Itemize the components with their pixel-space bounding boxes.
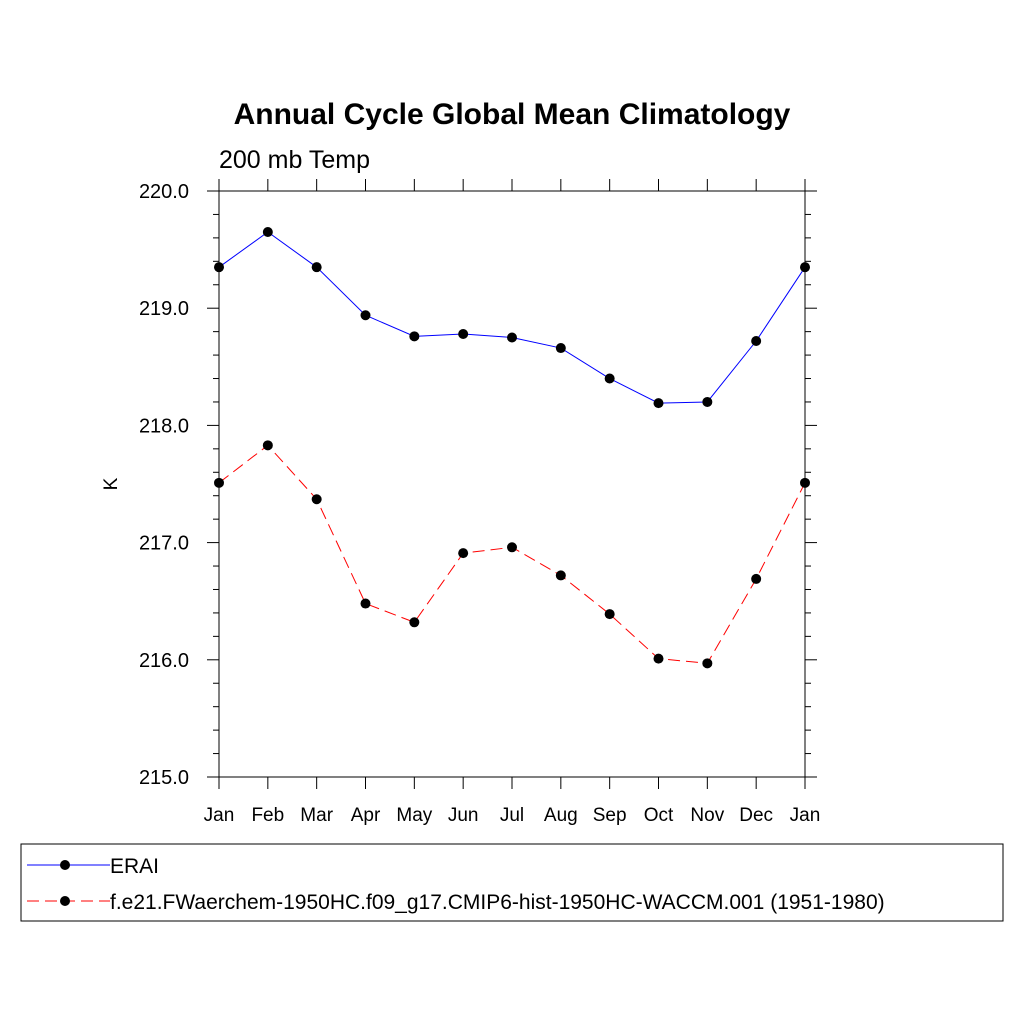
x-tick-label: Jan: [790, 805, 821, 826]
plot-frame: [218, 190, 806, 778]
y-tick-label: 216.0: [139, 650, 189, 672]
data-point-series-2: [409, 617, 420, 628]
y-tick-label: 220.0: [139, 181, 189, 203]
data-point-series-1: [214, 262, 224, 273]
data-point-series-1: [800, 262, 810, 273]
x-tick-label: Apr: [351, 805, 381, 826]
series-line-1: [218, 231, 806, 404]
legend: ERAI f.e21.FWaerchem-1950HC.f09_g17.CMIP6…: [27, 855, 885, 914]
y-tick-label: 215.0: [139, 767, 189, 789]
data-point-series-2: [507, 542, 517, 553]
data-point-series-2: [311, 494, 322, 505]
series-line-2: [218, 444, 806, 664]
data-point-series-1: [458, 328, 469, 339]
data-point-series-1: [262, 227, 273, 238]
y-tick-label: 219.0: [139, 298, 189, 320]
x-tick-label: Jan: [204, 805, 235, 826]
x-tick-label: Jun: [448, 805, 479, 826]
x-tick-label: Feb: [251, 805, 284, 826]
legend-label-1: ERAI: [110, 855, 159, 878]
data-point-series-2: [604, 609, 615, 620]
y-tick-label: 217.0: [139, 533, 189, 555]
legend-marker-1: [60, 860, 70, 870]
data-point-series-2: [458, 548, 469, 559]
data-point-series-1: [507, 332, 517, 343]
x-tick-label: Oct: [644, 805, 674, 826]
data-point-series-1: [604, 373, 615, 384]
legend-box: [20, 843, 1004, 922]
data-point-series-2: [360, 598, 371, 609]
chart-title: Annual Cycle Global Mean Climatology: [234, 98, 791, 131]
data-point-series-1: [751, 336, 762, 347]
data-point-series-1: [653, 398, 664, 409]
data-point-series-2: [653, 653, 664, 664]
x-tick-label: May: [396, 805, 432, 826]
data-point-series-2: [262, 440, 273, 451]
y-tick-label: 218.0: [139, 415, 189, 437]
y-axis-label: K: [101, 477, 122, 490]
data-point-series-1: [409, 331, 420, 342]
data-point-series-1: [702, 396, 713, 407]
data-point-series-2: [702, 658, 713, 669]
legend-label-2: f.e21.FWaerchem-1950HC.f09_g17.CMIP6-his…: [110, 891, 885, 914]
data-point-series-1: [360, 310, 371, 321]
data-point-series-2: [555, 570, 566, 581]
series-lines: [218, 231, 806, 664]
x-tick-label: Aug: [544, 805, 578, 826]
legend-marker-2: [60, 896, 70, 906]
series-markers: [214, 227, 810, 669]
x-tick-label: Mar: [300, 805, 333, 826]
x-tick-label: Sep: [593, 805, 627, 826]
x-tick-label: Dec: [739, 805, 773, 826]
tick-labels: 215.0 216.0 217.0 218.0 219.0 220.0 Jan Feb Mar A…: [139, 181, 820, 826]
data-point-series-1: [555, 343, 566, 354]
x-tick-label: Nov: [690, 805, 724, 826]
x-tick-label: Jul: [500, 805, 524, 826]
axis-ticks: [207, 179, 817, 789]
data-point-series-2: [214, 477, 224, 488]
chart-subtitle: 200 mb Temp: [219, 146, 370, 174]
data-point-series-2: [800, 477, 810, 488]
data-point-series-2: [751, 573, 762, 584]
data-point-series-1: [311, 262, 322, 273]
